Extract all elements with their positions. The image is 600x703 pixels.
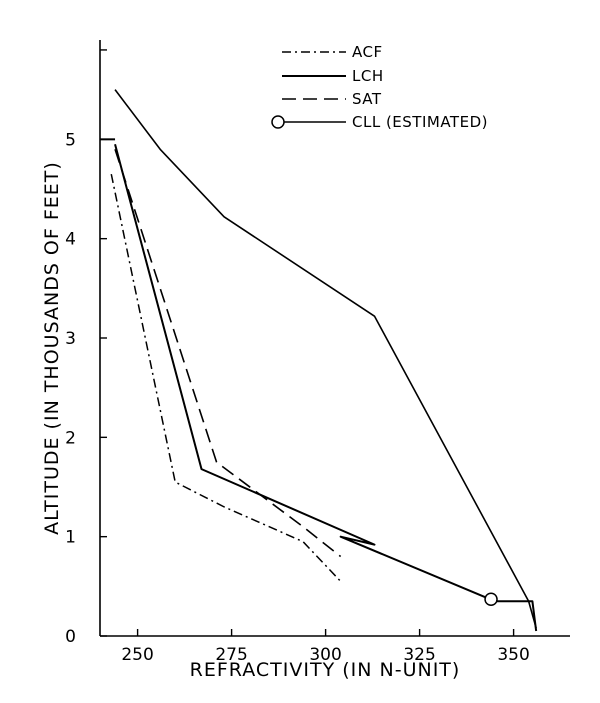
y-tick-label: 3: [65, 329, 76, 349]
legend-marker-cll: [271, 115, 285, 129]
legend-label-sat: SAT: [352, 90, 382, 108]
cll-estimated-marker: [484, 592, 498, 606]
y-tick-label: 2: [65, 428, 76, 448]
legend-label-lch: LCH: [352, 67, 384, 85]
y-tick-label: 1: [65, 528, 76, 548]
x-tick-label: 350: [497, 645, 529, 665]
x-tick-label: 325: [403, 645, 435, 665]
legend-label-acf: ACF: [352, 43, 383, 61]
x-tick-label: 250: [121, 645, 153, 665]
y-tick-label: 0: [65, 627, 76, 647]
y-tick-label: 5: [65, 130, 76, 150]
y-axis-title: ALTITUDE (IN THOUSANDS OF FEET): [41, 161, 63, 535]
x-tick-label: 275: [215, 645, 247, 665]
series-line-sat: [114, 149, 342, 558]
x-tick-label: 300: [309, 645, 341, 665]
y-tick-label: 4: [65, 230, 76, 250]
series-line-lch: [114, 144, 538, 632]
x-axis-title: REFRACTIVITY (IN N-UNIT): [190, 659, 461, 681]
series-line-acf: [110, 173, 342, 582]
legend-label-cll: CLL (ESTIMATED): [352, 113, 488, 131]
series-line-cll: [114, 89, 537, 629]
